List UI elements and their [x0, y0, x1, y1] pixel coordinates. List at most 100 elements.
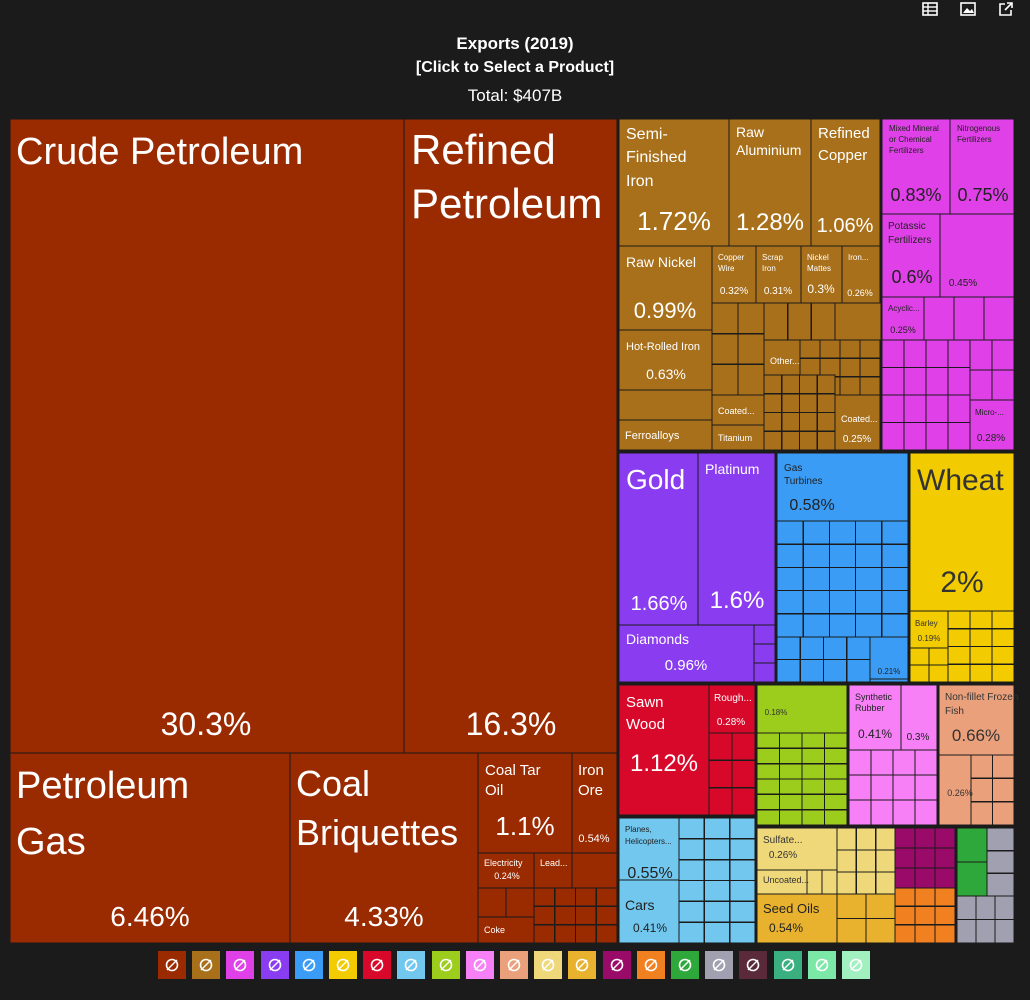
misc-small-cell[interactable]: [986, 850, 1015, 874]
chemical-small-cell[interactable]: [903, 339, 927, 369]
stone-small-cell[interactable]: [934, 924, 956, 944]
vegetable-minor-cell[interactable]: [756, 809, 781, 826]
rubber-small-cell[interactable]: [870, 774, 894, 801]
tile-unlabeled[interactable]: [756, 684, 848, 734]
tile-uncoated[interactable]: [756, 869, 808, 895]
paper-small-cell[interactable]: [855, 827, 877, 851]
chemical-small-cell[interactable]: [991, 339, 1015, 371]
vegetable-minor-cell[interactable]: [801, 778, 826, 795]
vehicle-small-cell[interactable]: [703, 900, 731, 923]
paper-small-cell[interactable]: [821, 869, 838, 895]
table-icon[interactable]: [920, 0, 940, 18]
machine-small-cell[interactable]: [846, 658, 871, 683]
plastic-small-cell[interactable]: [894, 847, 916, 869]
vehicle-small-cell[interactable]: [729, 838, 756, 861]
metal-small-cell[interactable]: [737, 333, 765, 365]
mineral-small-cell[interactable]: [574, 887, 597, 907]
machine-small-cell[interactable]: [881, 613, 909, 638]
vegetable-small-cell[interactable]: [947, 645, 971, 665]
tile-hot-rolled-iron[interactable]: [618, 329, 713, 391]
metal-small-cell[interactable]: [711, 363, 739, 396]
plastic-small-cell[interactable]: [934, 867, 956, 889]
vegetable-small-cell[interactable]: [947, 663, 971, 683]
metal-small-cell[interactable]: [810, 302, 836, 341]
vegetable-minor-cell[interactable]: [801, 763, 826, 780]
metal-small-cell[interactable]: [839, 376, 861, 396]
misc-minor-cell[interactable]: [956, 895, 977, 921]
machine-small-cell[interactable]: [776, 589, 804, 615]
machine-small-cell[interactable]: [854, 520, 883, 545]
hide-small-cell[interactable]: [708, 759, 733, 789]
vegetable-minor-cell[interactable]: [756, 778, 781, 795]
gauge-icon[interactable]: [602, 951, 631, 979]
vegetable-small-cell[interactable]: [947, 610, 971, 630]
vehicle-small-cell[interactable]: [703, 838, 731, 861]
rubber-small-cell[interactable]: [848, 774, 872, 801]
vehicle-small-cell[interactable]: [678, 879, 705, 902]
vegetable-small-cell[interactable]: [909, 647, 930, 666]
metal-small-cell[interactable]: [787, 302, 812, 341]
vehicle-small-cell[interactable]: [703, 817, 731, 840]
hide-small-cell[interactable]: [731, 759, 756, 789]
fruit-icon[interactable]: [329, 951, 357, 979]
tile-micro[interactable]: [969, 399, 1015, 451]
textile-small-cell[interactable]: [956, 827, 988, 863]
tile-refined-copper[interactable]: [810, 118, 881, 247]
vegetable-minor-cell[interactable]: [801, 793, 826, 811]
tile-unlabeled[interactable]: [869, 636, 909, 680]
paper-small-cell[interactable]: [836, 849, 857, 873]
vegetable-minor-cell[interactable]: [801, 747, 826, 765]
vehicle-small-cell[interactable]: [678, 817, 705, 840]
machine-small-cell[interactable]: [776, 520, 804, 545]
misc-minor-cell[interactable]: [956, 918, 977, 944]
wheat-icon[interactable]: [431, 951, 460, 979]
misc-small-cell[interactable]: [986, 827, 1015, 852]
vegetable-small-cell[interactable]: [991, 628, 1015, 648]
chemical-small-cell[interactable]: [947, 339, 971, 369]
tile-iron-ore[interactable]: [571, 752, 618, 854]
vehicle-small-cell[interactable]: [678, 900, 705, 923]
metal-small-cell[interactable]: [763, 430, 783, 451]
tile-coated[interactable]: [711, 394, 765, 426]
vehicle-small-cell[interactable]: [729, 817, 756, 840]
vegetable-minor-cell[interactable]: [756, 793, 781, 811]
vegetable-minor-cell[interactable]: [778, 747, 803, 765]
mineral-small-cell[interactable]: [554, 887, 577, 907]
chemical-small-cell[interactable]: [903, 394, 927, 424]
vehicle-small-cell[interactable]: [703, 859, 731, 882]
chemical-small-cell[interactable]: [969, 369, 993, 401]
chemical-small-cell[interactable]: [953, 296, 985, 341]
metal-small-cell[interactable]: [816, 393, 836, 414]
machine-small-cell[interactable]: [802, 589, 831, 615]
tile-planes-helicopters[interactable]: [618, 817, 680, 881]
tile-petroleum-gas[interactable]: [9, 752, 291, 944]
recycle-icon[interactable]: [465, 951, 494, 979]
tile-coke[interactable]: [477, 916, 535, 944]
image-icon[interactable]: [958, 0, 978, 18]
metal-small-cell[interactable]: [763, 393, 783, 414]
misc-minor-cell[interactable]: [975, 918, 996, 944]
vegetable-minor-cell[interactable]: [778, 763, 803, 780]
tile-diamonds[interactable]: [618, 624, 755, 683]
machine-small-cell[interactable]: [846, 636, 871, 661]
machine-small-cell[interactable]: [828, 520, 857, 545]
metal-small-cell[interactable]: [816, 374, 836, 395]
plastic-small-cell[interactable]: [914, 827, 936, 849]
tile-cars[interactable]: [618, 879, 680, 944]
mineral-small-cell[interactable]: [533, 887, 556, 907]
machine-small-cell[interactable]: [776, 613, 804, 638]
tile-nitrogenous-fertilizers[interactable]: [949, 118, 1015, 215]
cow-icon[interactable]: [500, 951, 528, 979]
foodstuff-small-cell[interactable]: [836, 893, 867, 920]
tile-raw-aluminium[interactable]: [728, 118, 812, 247]
select-product-link[interactable]: [Click to Select a Product]: [415, 59, 615, 76]
metal-small-cell[interactable]: [763, 302, 789, 341]
chemical-small-cell[interactable]: [881, 366, 905, 396]
tile-barley[interactable]: [909, 610, 949, 649]
foodstuff-small-cell[interactable]: [865, 893, 896, 920]
metal-small-cell[interactable]: [859, 357, 881, 378]
tile-unlabeled[interactable]: [939, 213, 1015, 298]
tile-non-fillet-frozen-fish[interactable]: [938, 684, 1015, 756]
tile-sawn-wood[interactable]: [618, 684, 710, 816]
vehicle-small-cell[interactable]: [703, 879, 731, 902]
